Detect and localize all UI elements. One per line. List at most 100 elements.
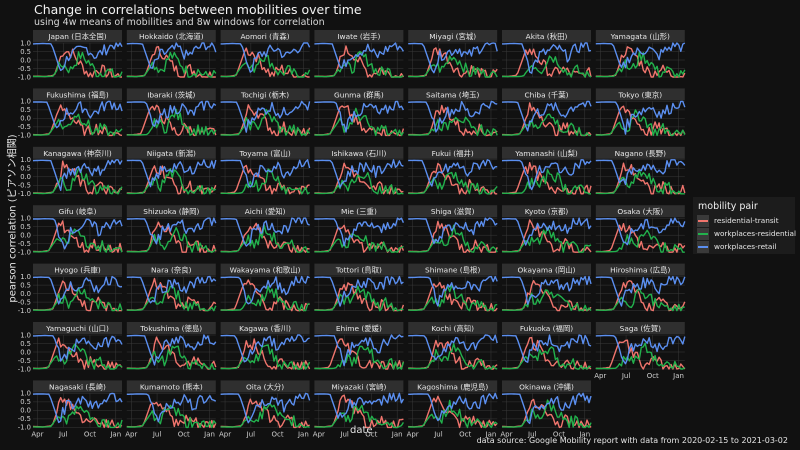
facet-strip <box>314 322 404 334</box>
legend-key <box>697 228 709 240</box>
series-line-workplaces-retail <box>408 392 498 422</box>
facet-panel: Miyazaki (宮崎) Apr Jul Oct Jan <box>313 380 405 438</box>
series-line-residential-transit <box>502 48 592 78</box>
y-tick-label: 0.0 <box>20 407 31 415</box>
facet-strip-label: Yamaguchi (山口) <box>45 324 109 333</box>
series-line-workplaces-retail <box>314 159 404 188</box>
y-tick-label: 0.5 <box>20 223 31 231</box>
y-tick-label: 0.5 <box>20 398 31 406</box>
facet-strip <box>126 322 216 334</box>
series-line-workplaces-residential <box>314 345 405 370</box>
facet-panel: Fukuoka (福岡) <box>501 322 592 370</box>
series-line-workplaces-residential <box>220 344 311 370</box>
facet-panel: Iwate (岩手) <box>314 30 405 78</box>
facet-strip-label: Gifu (岐阜) <box>59 207 97 216</box>
legend-label: workplaces-retail <box>714 242 777 251</box>
y-tick-label: -1.0 <box>18 190 31 198</box>
facet-strip-label: Ehime (愛媛) <box>336 324 382 333</box>
facet-strip <box>408 146 498 159</box>
series-line-workplaces-retail <box>314 100 405 133</box>
y-tick-label: -1.0 <box>18 307 31 315</box>
facet-panel: Shizuoka (静岡) <box>126 205 217 253</box>
x-tick-label: Oct <box>84 430 96 438</box>
series-line-workplaces-residential <box>126 168 217 195</box>
facet-panel: Nagano (長野) <box>595 146 686 195</box>
series-line-workplaces-retail <box>314 334 404 367</box>
series-line-workplaces-residential <box>32 113 123 137</box>
facet-strip <box>220 146 310 159</box>
series-line-workplaces-retail <box>314 275 404 307</box>
x-tick-label: Jul <box>621 372 631 380</box>
facet-panel: Hokkaido (北海道) <box>126 30 217 78</box>
facet-strip-label: Tottori (鳥取) <box>335 266 382 275</box>
series-line-workplaces-retail <box>220 159 311 188</box>
facet-panel: Oita (大分) Apr Jul Oct Jan <box>219 380 311 438</box>
series-line-residential-transit <box>408 339 498 370</box>
facet-panel: Tokushima (徳島) <box>126 322 217 370</box>
facet-strip-label: Kagawa (香川) <box>239 324 291 333</box>
facet-strip <box>595 205 685 218</box>
series-line-workplaces-residential <box>595 229 685 253</box>
series-line-workplaces-retail <box>595 275 686 307</box>
y-tick-label: 0.5 <box>20 48 31 56</box>
series-line-workplaces-residential <box>314 107 404 137</box>
series-line-workplaces-residential <box>501 346 592 370</box>
x-tick-label: Jul <box>527 430 537 438</box>
facet-strip-label: Kumamoto (熊本) <box>140 382 203 391</box>
facet-panel: Fukushima (福島) 1.00.50.0-0.5-1.0 <box>18 88 123 140</box>
facet-strip-label: Aichi (愛知) <box>245 207 286 216</box>
facet-panel: Tottori (鳥取) <box>314 263 405 312</box>
facet-strip <box>314 146 404 159</box>
series-line-workplaces-retail <box>32 392 123 424</box>
facet-strip-label: Yamagata (山形) <box>610 32 670 41</box>
facet-strip-label: Gunma (群馬) <box>334 90 384 99</box>
data-source-caption: data source: Google Mobility report with… <box>476 436 788 445</box>
facet-strip <box>408 322 498 334</box>
series-line-workplaces-residential <box>314 50 404 78</box>
series-line-workplaces-retail <box>408 275 498 307</box>
x-tick-label: Jan <box>672 372 684 380</box>
x-axis-title: date <box>350 425 373 436</box>
series-line-workplaces-residential <box>408 285 498 312</box>
facet-strip-label: Niigata (新潟) <box>147 149 196 158</box>
y-tick-label: 0.0 <box>20 173 31 181</box>
x-tick-label: Jul <box>152 430 162 438</box>
series-line-workplaces-retail <box>408 334 498 361</box>
x-tick-label: Oct <box>272 430 284 438</box>
facet-strip-label: Oita (大分) <box>246 382 284 391</box>
y-tick-label: 1.0 <box>20 273 31 281</box>
facet-panel: Yamaguchi (山口) 1.00.50.0-0.5-1.0 <box>18 322 123 373</box>
legend-swatch <box>698 246 708 248</box>
legend: mobility pair residential-transit workpl… <box>693 197 797 254</box>
facet-panel: Yamagata (山形) <box>595 30 686 78</box>
facet-panel: Osaka (大阪) <box>595 205 686 253</box>
facet-strip-label: Mie (三重) <box>341 207 377 216</box>
series-line-workplaces-residential <box>126 285 217 312</box>
series-line-workplaces-residential <box>33 343 123 370</box>
series-line-workplaces-residential <box>314 233 404 253</box>
y-tick-label: -1.0 <box>18 424 31 432</box>
series-line-workplaces-retail <box>501 100 592 132</box>
series-line-residential-transit <box>595 223 686 253</box>
legend-key <box>697 241 709 253</box>
facet-strip <box>595 322 685 334</box>
y-tick-label: 1.0 <box>20 39 31 47</box>
facet-panel: Saitama (埼玉) <box>408 88 498 137</box>
legend-label: workplaces-residential <box>714 229 797 238</box>
series-line-workplaces-retail <box>408 100 498 133</box>
series-line-workplaces-residential <box>408 343 498 370</box>
series-line-workplaces-residential <box>33 51 123 78</box>
series-line-workplaces-retail <box>220 392 311 424</box>
series-line-workplaces-retail <box>314 217 405 247</box>
facet-panel: Aichi (愛知) <box>220 205 310 253</box>
series-line-workplaces-residential <box>408 224 498 253</box>
series-line-workplaces-retail <box>32 100 123 129</box>
facet-strip-label: Aomori (青森) <box>241 32 290 41</box>
y-tick-label: -0.5 <box>18 415 31 423</box>
facet-strip <box>408 205 498 218</box>
y-tick-label: 1.0 <box>20 156 31 164</box>
facet-panel: Tokyo (東京) <box>595 88 686 137</box>
series-line-workplaces-retail <box>32 42 123 72</box>
facet-strip <box>314 263 404 276</box>
